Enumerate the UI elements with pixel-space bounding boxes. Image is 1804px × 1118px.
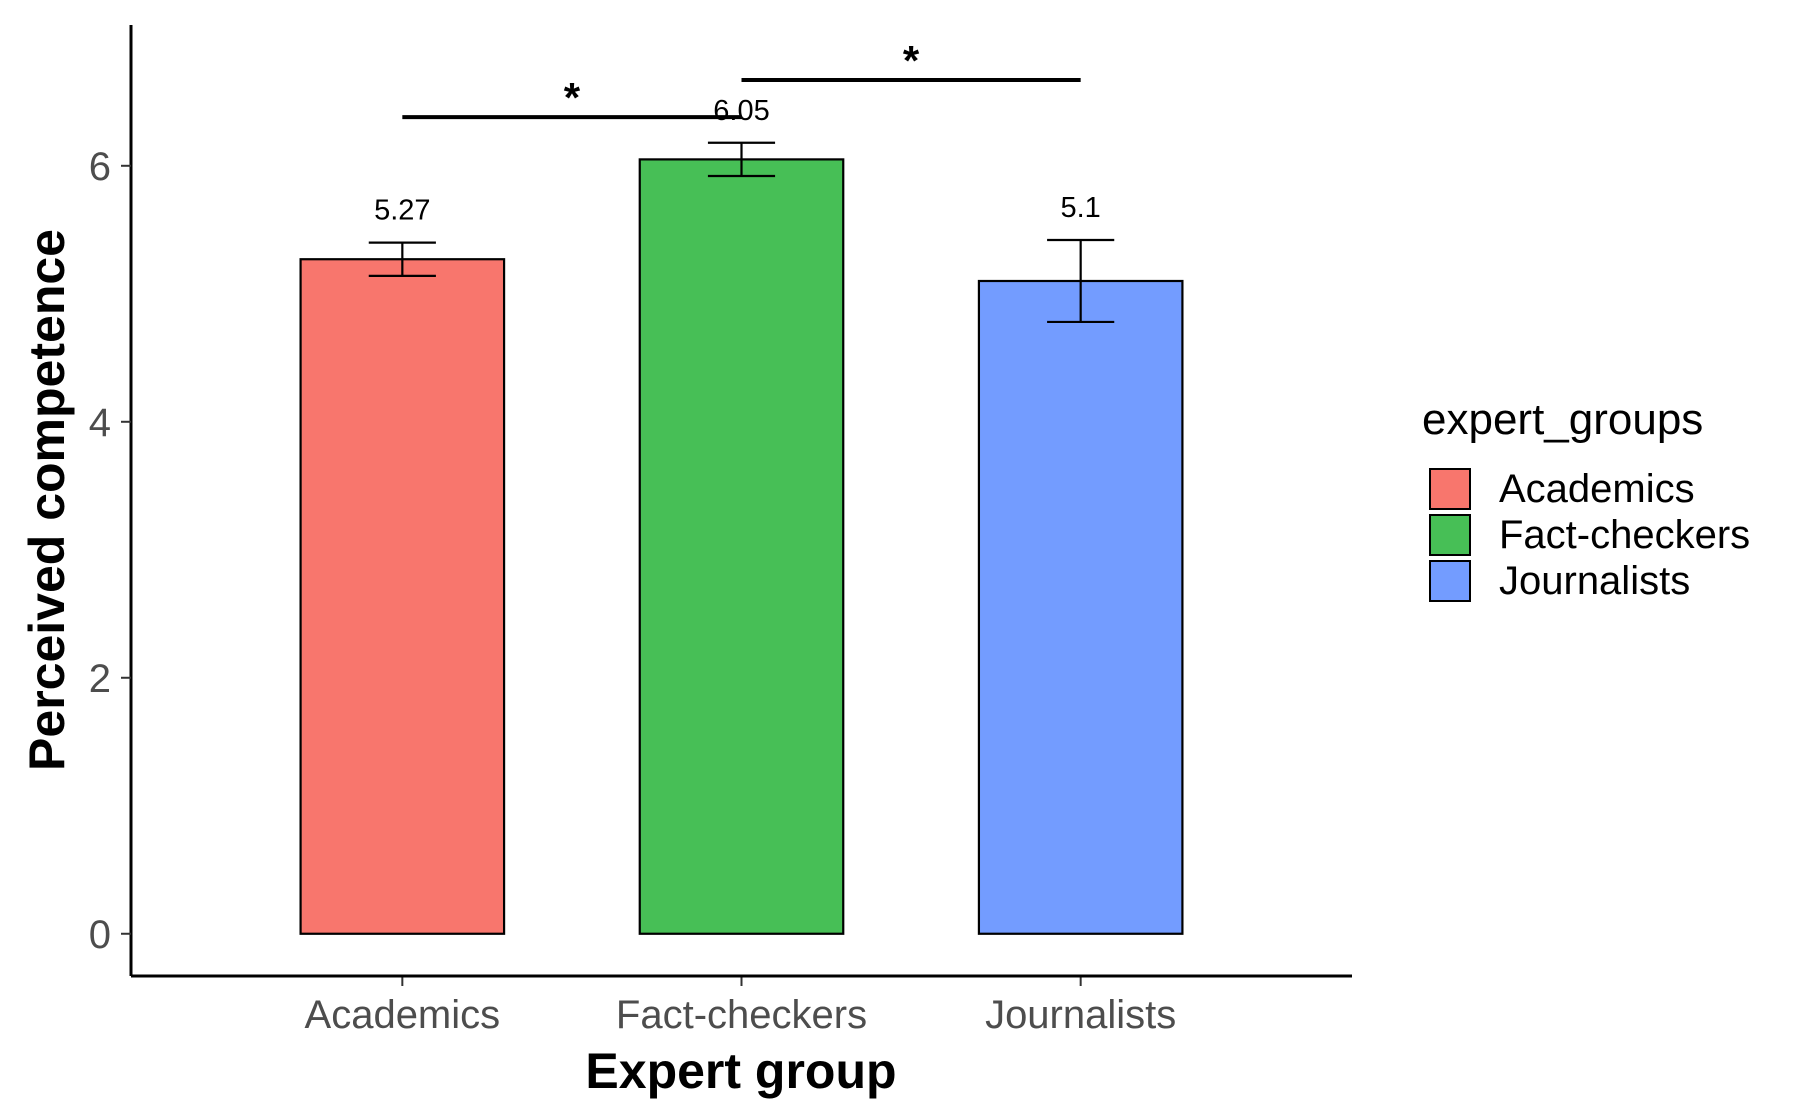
- y-tick-label: 0: [89, 913, 111, 957]
- error-bars-layer: [368, 141, 1115, 324]
- x-tick-label: Academics: [305, 993, 501, 1037]
- axes-layer: Academics Fact-checkers Journalists 0 2 4 6: [89, 25, 1352, 1037]
- legend-key-academics: [1429, 468, 1471, 510]
- legend-label-journalists: Journalists: [1499, 559, 1690, 603]
- value-label-fact-checkers: 6.05: [713, 95, 769, 127]
- value-label-journalists: 5.1: [1061, 192, 1101, 224]
- bar-academics: [299, 258, 506, 935]
- y-tick-label: 6: [89, 145, 111, 189]
- legend-label-academics: Academics: [1499, 467, 1695, 511]
- x-axis-title: Expert group: [585, 1043, 896, 1099]
- legend-label-fact-checkers: Fact-checkers: [1499, 513, 1750, 557]
- bar-fact-checkers: [638, 158, 845, 935]
- legend-title: expert_groups: [1422, 395, 1703, 444]
- legend-key-fact-checkers: [1429, 514, 1471, 556]
- legend-key-journalists: [1429, 560, 1471, 602]
- y-tick-label: 2: [89, 657, 111, 701]
- y-tick-label: 4: [89, 401, 111, 445]
- value-label-academics: 5.27: [374, 195, 430, 227]
- significance-star-2: *: [903, 37, 920, 84]
- bar-journalists: [977, 279, 1184, 935]
- significance-layer: **: [402, 37, 1081, 121]
- x-tick-label: Fact-checkers: [616, 993, 867, 1037]
- value-labels-layer: 5.27 6.05 5.1: [374, 95, 1101, 227]
- x-tick-label: Journalists: [985, 993, 1176, 1037]
- y-axis-title: Perceived competence: [19, 229, 75, 771]
- significance-star-1: *: [564, 74, 581, 121]
